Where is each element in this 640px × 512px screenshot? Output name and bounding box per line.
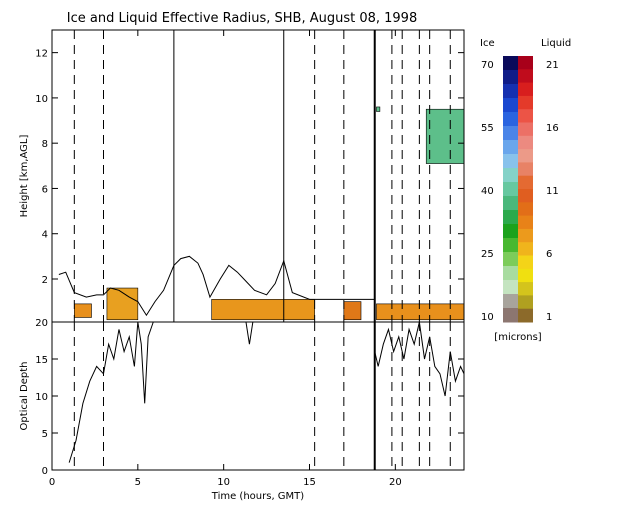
colorbar-liquid-tick-2: 11 [546, 186, 559, 197]
colorbar-liquid-swatch-16 [518, 268, 533, 283]
colorbar-liquid-swatch-17 [518, 282, 533, 296]
optical-depth-tick-label-0: 0 [42, 466, 48, 477]
colorbar-liquid-swatch-18 [518, 295, 533, 310]
region-ice-5 [425, 108, 465, 164]
colorbar-ice-tick-3: 25 [481, 249, 494, 260]
colorbar-liquid-swatch-11 [518, 202, 533, 217]
optical-depth-tick-label-3: 15 [35, 355, 48, 366]
height-panel: 2 4 6 8 10 12 Height [km,AGL] [19, 29, 465, 323]
bottom-time-markers [73, 322, 451, 470]
colorbar-liquid-tick-4: 1 [546, 312, 552, 323]
colorbar-liquid-swatch-14 [518, 242, 533, 256]
height-tick-label-5: 12 [35, 49, 48, 60]
height-tick-label-2: 6 [42, 184, 48, 195]
colorbar-liquid-swatch-9 [518, 175, 533, 190]
colorbar-liquid-swatch-6 [518, 135, 533, 150]
optical-depth-line-1 [245, 321, 254, 345]
colorbar-liquid-swatch-10 [518, 189, 533, 203]
region-liquid-0 [74, 303, 92, 318]
colorbar-ice-label: Ice [480, 38, 495, 49]
optical-depth-series [68, 321, 465, 463]
optical-depth-tick-label-4: 20 [35, 318, 48, 329]
height-tick-label-1: 4 [42, 230, 48, 241]
colorbar-liquid-tick-1: 16 [546, 123, 559, 134]
colorbar-liquid-tick-0: 21 [546, 60, 559, 71]
colorbar-ice-swatch-14 [503, 252, 518, 267]
colorbar-ice-swatch-6 [503, 140, 518, 155]
colorbar-liquid-swatch-8 [518, 162, 533, 177]
optical-depth-tick-label-2: 10 [35, 392, 48, 403]
colorbar-ticks: 70 55 40 25 10 21 16 11 6 1 [481, 60, 559, 323]
colorbar-ice-swatch-13 [503, 238, 518, 253]
colorbar-ice-strip [503, 56, 518, 323]
colorbar-ice-swatch-17 [503, 294, 518, 309]
cloud-outline [58, 255, 375, 317]
colorbar-ice-swatch-12 [503, 224, 518, 239]
colorbar-ice-swatch-1 [503, 70, 518, 85]
colorbar-liquid-label: Liquid [541, 38, 571, 49]
colorbar-liquid-swatch-7 [518, 149, 533, 163]
colorbar-ice-swatch-4 [503, 112, 518, 127]
region-liquid-4 [376, 303, 465, 321]
colorbar-ice-swatch-0 [503, 56, 518, 71]
colorbar-ice-tick-0: 70 [481, 60, 494, 71]
top-time-markers [73, 30, 451, 322]
colorbar-ice-swatch-15 [503, 266, 518, 281]
colorbar-liquid-swatch-0 [518, 56, 533, 70]
colorbar-liquid-swatch-15 [518, 255, 533, 270]
colorbar-liquid-swatch-3 [518, 95, 533, 110]
colorbar-ice-swatch-9 [503, 182, 518, 197]
colorbar-ice-swatch-18 [503, 308, 518, 323]
colorbar-units: [microns] [494, 332, 541, 343]
colorbar: Ice Liquid 70 55 40 25 10 21 16 11 6 1 [microns] [480, 38, 571, 343]
effective-radius-regions [74, 106, 465, 321]
height-axis-label: Height [km,AGL] [19, 135, 30, 218]
optical-depth-panel: 0 5 10 15 20 Optical Depth [19, 318, 465, 477]
colorbar-ice-swatch-7 [503, 154, 518, 169]
height-ticks: 2 4 6 8 10 12 [35, 49, 464, 286]
colorbar-ice-tick-2: 40 [481, 186, 494, 197]
region-liquid-2 [211, 299, 315, 321]
time-tick-label-0: 0 [49, 477, 55, 488]
chart-title: Ice and Liquid Effective Radius, SHB, Au… [67, 11, 417, 26]
height-tick-label-4: 10 [35, 94, 48, 105]
time-tick-label-1: 5 [135, 477, 141, 488]
colorbar-liquid-tick-3: 6 [546, 249, 552, 260]
optical-depth-line-0 [68, 321, 154, 463]
colorbar-ice-swatch-8 [503, 168, 518, 183]
colorbar-liquid-swatch-5 [518, 122, 533, 137]
colorbar-liquid-swatch-13 [518, 228, 533, 243]
colorbar-ice-swatch-16 [503, 280, 518, 295]
region-liquid-1 [106, 287, 139, 321]
colorbar-liquid-swatch-4 [518, 109, 533, 123]
time-tick-label-3: 15 [303, 477, 316, 488]
time-tick-label-2: 10 [217, 477, 230, 488]
colorbar-ice-swatch-3 [503, 98, 518, 113]
time-ticks: 0 5 10 15 20 [49, 30, 402, 488]
colorbar-ice-tick-4: 10 [481, 312, 494, 323]
colorbar-liquid-swatch-2 [518, 82, 533, 97]
colorbar-ice-tick-1: 55 [481, 123, 494, 134]
height-tick-label-3: 8 [42, 139, 48, 150]
colorbar-liquid-strip [518, 56, 533, 323]
time-axis-label: Time (hours, GMT) [211, 491, 305, 502]
region-ice-6 [376, 106, 381, 112]
colorbar-ice-swatch-11 [503, 210, 518, 225]
colorbar-liquid-swatch-1 [518, 69, 533, 84]
cloud-outline-line [58, 255, 375, 317]
optical-depth-ticks: 0 5 10 15 20 [35, 318, 464, 477]
colorbar-ice-swatch-5 [503, 126, 518, 141]
time-tick-label-4: 20 [389, 477, 402, 488]
optical-depth-axis-label: Optical Depth [19, 362, 30, 431]
colorbar-ice-swatch-2 [503, 84, 518, 99]
region-liquid-3 [343, 301, 362, 321]
colorbar-liquid-swatch-12 [518, 215, 533, 230]
height-tick-label-0: 2 [42, 275, 48, 286]
optical-depth-tick-label-1: 5 [42, 429, 48, 440]
colorbar-liquid-swatch-19 [518, 308, 533, 323]
colorbar-ice-swatch-10 [503, 196, 518, 211]
